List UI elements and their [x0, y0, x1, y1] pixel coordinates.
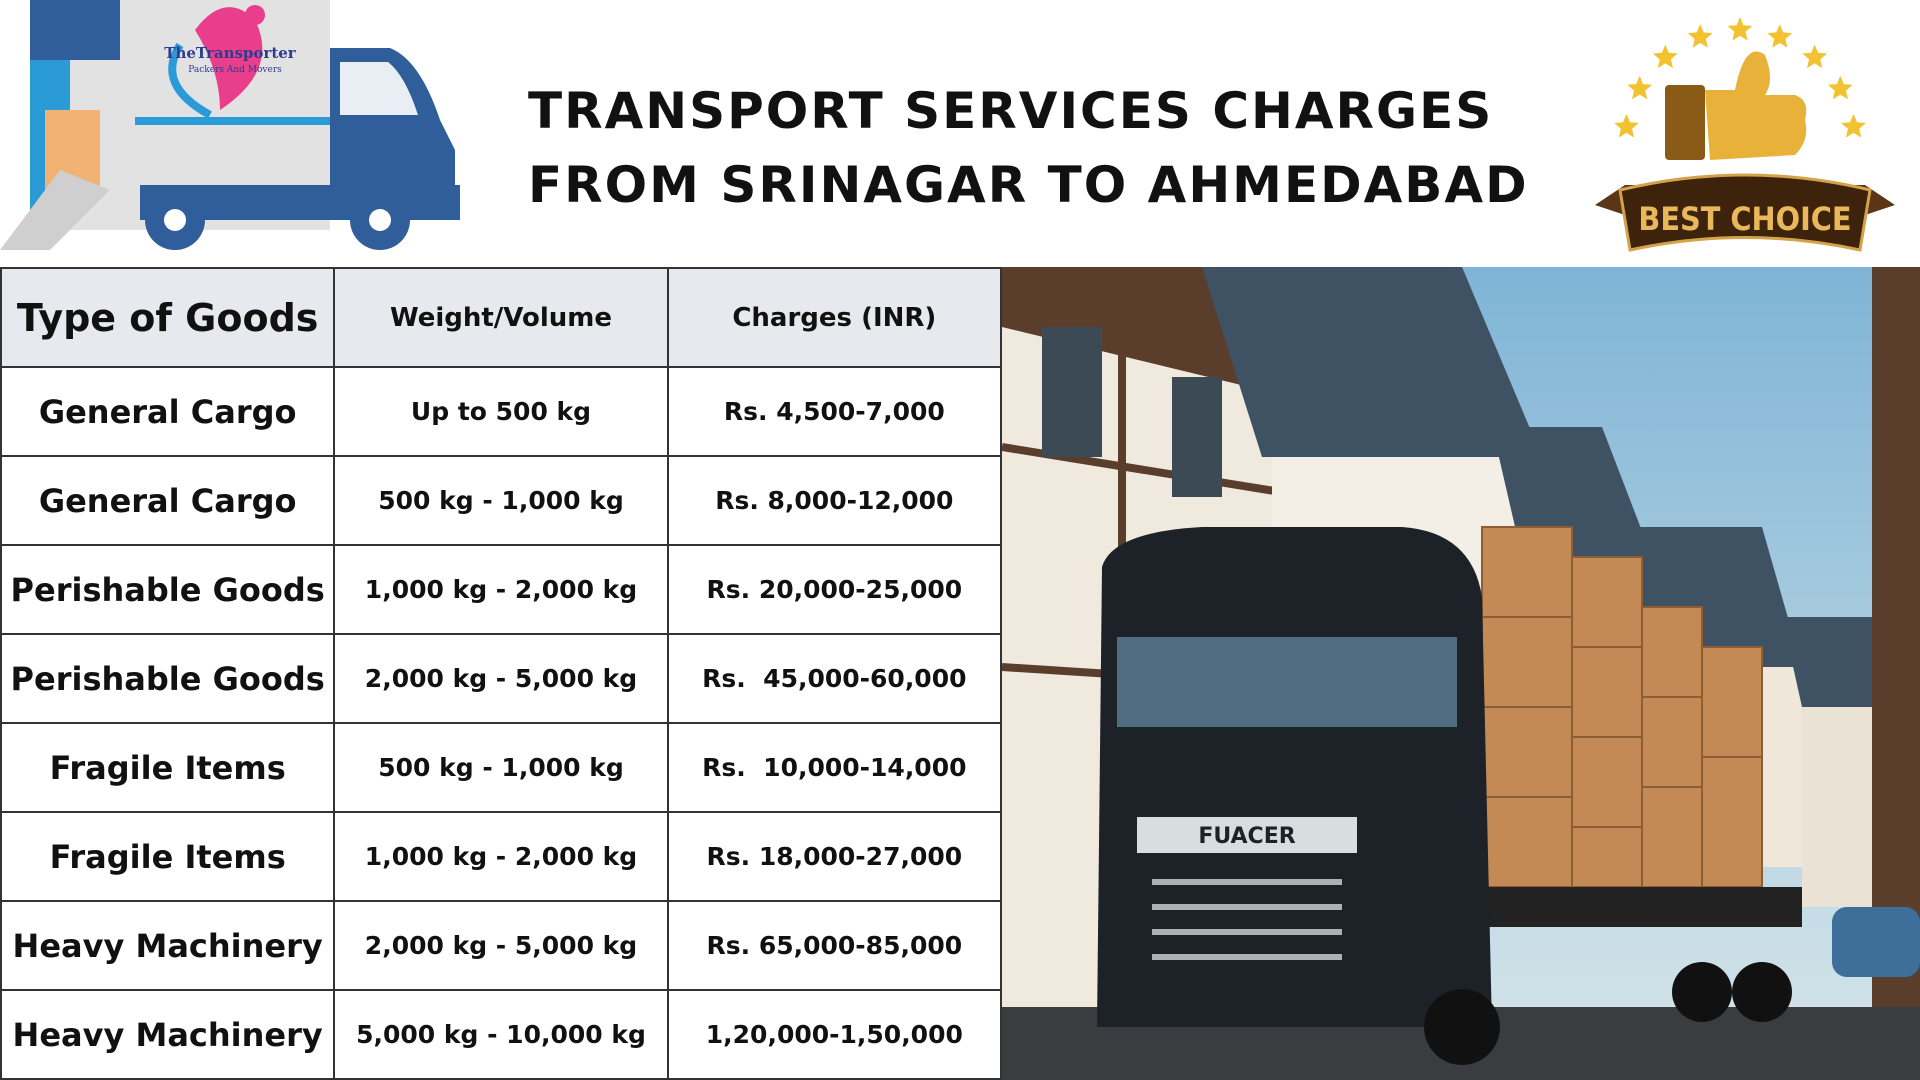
table-row: Perishable Goods 1,000 kg - 2,000 kg Rs. 2…: [0, 544, 1003, 635]
title-line: FROM SRINAGAR TO AHMEDABAD: [528, 156, 1529, 214]
truck-badge: FUACER: [1198, 824, 1295, 849]
badge: BEST CHOICE: [1595, 17, 1895, 252]
logo-truck: TheTransporter Packers And Movers: [0, 0, 460, 250]
table-cell: Fragile Items: [0, 722, 336, 813]
table-row: General Cargo Up to 500 kg Rs. 4,500-7,000: [0, 366, 1003, 457]
table-cell: 2,000 kg - 5,000 kg: [333, 900, 669, 991]
logo-name: TheTransporter: [164, 44, 297, 62]
truck-photo: FUACER: [1002, 267, 1920, 1080]
column-header: Weight/Volume: [333, 267, 669, 368]
star: [1687, 24, 1713, 48]
badge-text: BEST CHOICE: [1638, 200, 1851, 238]
column-header: Charges (INR): [666, 267, 1003, 368]
table-cell: Perishable Goods: [0, 544, 336, 635]
table-row: Heavy Machinery 2,000 kg - 5,000 kg Rs. 65…: [0, 900, 1003, 991]
table-cell: Rs. 65,000-85,000: [666, 900, 1003, 991]
star: [1767, 24, 1793, 48]
table-cell: 5,000 kg - 10,000 kg: [333, 989, 669, 1080]
star: [1652, 44, 1678, 69]
table-body: General Cargo Up to 500 kg Rs. 4,500-7,000…: [0, 366, 1003, 1080]
star: [1828, 75, 1853, 100]
table-cell: 1,000 kg - 2,000 kg: [333, 544, 669, 635]
star: [1802, 44, 1828, 69]
table-cell: Rs. 45,000-60,000: [666, 633, 1003, 724]
table-row: Heavy Machinery 5,000 kg - 10,000 kg 1,20,…: [0, 989, 1003, 1080]
table-cell: Rs. 10,000-14,000: [666, 722, 1003, 813]
table-row: Fragile Items 1,000 kg - 2,000 kg Rs. 18,0…: [0, 811, 1003, 902]
table-cell: 2,000 kg - 5,000 kg: [333, 633, 669, 724]
logo-sub: Packers And Movers: [188, 65, 282, 75]
price-table: Type of Goods Weight/Volume Charges (INR) G…: [0, 267, 1003, 1080]
table-cell: General Cargo: [0, 366, 336, 457]
title: TRANSPORT SERVICES CHARGES FROM SRINAGAR …: [528, 74, 1529, 222]
table-cell: 500 kg - 1,000 kg: [333, 455, 669, 546]
table-cell: Up to 500 kg: [333, 366, 669, 457]
table-cell: Heavy Machinery: [0, 900, 336, 991]
title-line: TRANSPORT SERVICES CHARGES: [528, 82, 1494, 140]
table-row: Fragile Items 500 kg - 1,000 kg Rs. 10,000…: [0, 722, 1003, 813]
table-row: Perishable Goods 2,000 kg - 5,000 kg Rs. 4…: [0, 633, 1003, 724]
table-cell: Heavy Machinery: [0, 989, 336, 1080]
table-cell: Rs. 18,000-27,000: [666, 811, 1003, 902]
column-header: Type of Goods: [0, 267, 336, 368]
header-row: Type of Goods Weight/Volume Charges (INR): [0, 267, 1003, 368]
table-cell: Rs. 20,000-25,000: [666, 544, 1003, 635]
table-cell: 500 kg - 1,000 kg: [333, 722, 669, 813]
table-row: General Cargo 500 kg - 1,000 kg Rs. 8,000-…: [0, 455, 1003, 546]
table-cell: 1,20,000-1,50,000: [666, 989, 1003, 1080]
table-cell: General Cargo: [0, 455, 336, 546]
table-cell: Rs. 8,000-12,000: [666, 455, 1003, 546]
table-cell: Rs. 4,500-7,000: [666, 366, 1003, 457]
star: [1627, 75, 1652, 100]
star: [1614, 114, 1639, 138]
table-cell: 1,000 kg - 2,000 kg: [333, 811, 669, 902]
table-cell: Fragile Items: [0, 811, 336, 902]
star: [1841, 114, 1866, 138]
star: [1727, 17, 1753, 41]
table-cell: Perishable Goods: [0, 633, 336, 724]
